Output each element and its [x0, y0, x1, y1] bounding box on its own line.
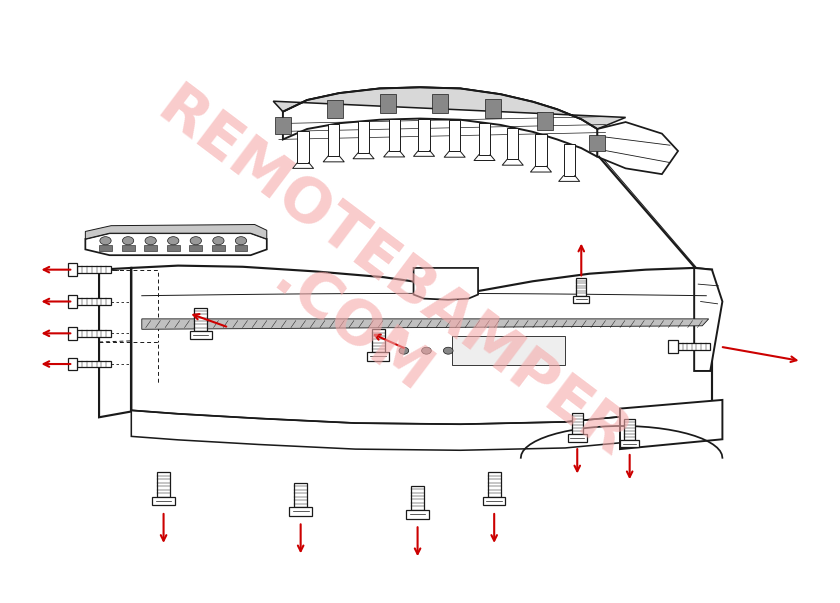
- Polygon shape: [597, 122, 678, 174]
- Polygon shape: [535, 134, 547, 166]
- Circle shape: [190, 236, 202, 245]
- Circle shape: [422, 347, 431, 354]
- Polygon shape: [620, 440, 639, 447]
- Polygon shape: [189, 245, 202, 251]
- Polygon shape: [452, 336, 565, 365]
- Polygon shape: [590, 134, 606, 151]
- Polygon shape: [67, 358, 77, 370]
- Polygon shape: [483, 497, 506, 505]
- Polygon shape: [413, 268, 478, 300]
- Polygon shape: [620, 400, 722, 449]
- Polygon shape: [411, 485, 424, 510]
- Circle shape: [168, 236, 179, 245]
- Polygon shape: [67, 264, 77, 276]
- Polygon shape: [67, 295, 77, 308]
- Polygon shape: [77, 266, 111, 273]
- Polygon shape: [571, 413, 583, 434]
- Polygon shape: [273, 87, 626, 129]
- Polygon shape: [449, 119, 460, 151]
- Polygon shape: [507, 128, 518, 159]
- Polygon shape: [234, 245, 248, 251]
- Polygon shape: [328, 100, 344, 118]
- Polygon shape: [367, 352, 389, 361]
- Polygon shape: [131, 407, 712, 450]
- Polygon shape: [294, 482, 307, 507]
- Polygon shape: [86, 224, 267, 239]
- Text: REMOTEBAMPER
.COM: REMOTEBAMPER .COM: [104, 78, 639, 525]
- Polygon shape: [479, 123, 491, 155]
- Polygon shape: [99, 268, 131, 417]
- Polygon shape: [407, 510, 429, 519]
- Circle shape: [213, 236, 224, 245]
- Polygon shape: [212, 245, 225, 251]
- Circle shape: [399, 347, 409, 354]
- Polygon shape: [77, 330, 111, 337]
- Polygon shape: [669, 340, 678, 353]
- Polygon shape: [144, 245, 157, 251]
- Polygon shape: [157, 472, 170, 497]
- Polygon shape: [485, 99, 501, 118]
- Polygon shape: [77, 298, 111, 305]
- Polygon shape: [194, 308, 207, 331]
- Polygon shape: [190, 331, 212, 339]
- Polygon shape: [122, 245, 134, 251]
- Polygon shape: [573, 295, 590, 303]
- Polygon shape: [131, 265, 712, 425]
- Circle shape: [444, 347, 453, 354]
- Polygon shape: [275, 117, 291, 134]
- Circle shape: [145, 236, 156, 245]
- Polygon shape: [537, 112, 553, 130]
- Polygon shape: [568, 434, 587, 441]
- Polygon shape: [678, 343, 711, 350]
- Circle shape: [100, 236, 111, 245]
- Polygon shape: [694, 268, 722, 371]
- Circle shape: [123, 236, 134, 245]
- Polygon shape: [86, 233, 267, 255]
- Polygon shape: [152, 497, 175, 505]
- Polygon shape: [289, 507, 312, 516]
- Polygon shape: [99, 245, 112, 251]
- Polygon shape: [624, 419, 635, 440]
- Polygon shape: [389, 119, 400, 151]
- Polygon shape: [371, 329, 385, 352]
- Polygon shape: [358, 121, 370, 153]
- Polygon shape: [432, 94, 449, 113]
- Polygon shape: [380, 95, 396, 113]
- Polygon shape: [418, 119, 430, 151]
- Polygon shape: [167, 245, 180, 251]
- Polygon shape: [564, 144, 575, 175]
- Polygon shape: [488, 472, 501, 497]
- Polygon shape: [328, 124, 339, 156]
- Polygon shape: [297, 131, 309, 163]
- Circle shape: [235, 236, 247, 245]
- Polygon shape: [67, 327, 77, 339]
- Polygon shape: [77, 361, 111, 367]
- Polygon shape: [283, 87, 597, 157]
- Polygon shape: [142, 319, 709, 329]
- Polygon shape: [576, 279, 586, 295]
